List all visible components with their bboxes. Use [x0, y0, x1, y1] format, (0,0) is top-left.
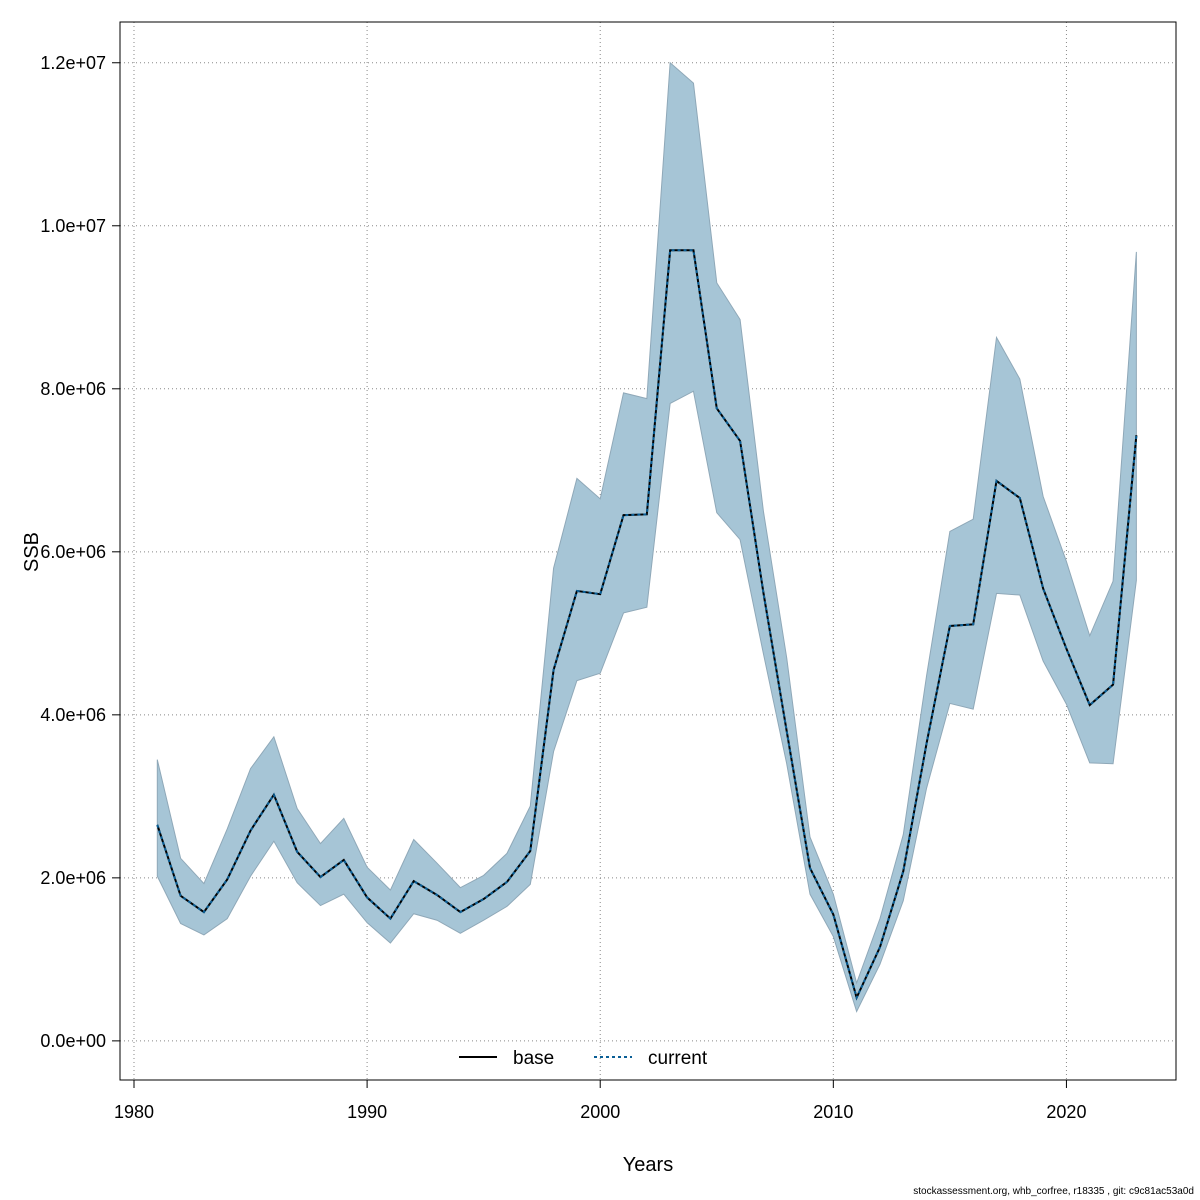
series-line-current: [156, 249, 1138, 1001]
y-tick-label: 0.0e+00: [40, 1031, 106, 1051]
x-tick-label: 1980: [114, 1102, 154, 1122]
y-axis-title: SSB: [21, 532, 43, 572]
confidence-band: [156, 61, 1137, 1013]
y-tick-label: 6.0e+06: [40, 542, 106, 562]
x-tick-label: 2020: [1046, 1102, 1086, 1122]
y-tick-label: 2.0e+06: [40, 868, 106, 888]
axes: 1980 1990 2000 2010 2020 0.0e+00 2.0e+06 4.0e+0…: [40, 53, 1086, 1122]
series-lines: [156, 249, 1138, 1001]
legend-label-base: base: [513, 1048, 554, 1069]
footer-note: stockassessment.org, whb_corfree, r18335…: [913, 1186, 1194, 1197]
y-tick-label: 8.0e+06: [40, 379, 106, 399]
y-tick-label: 1.0e+07: [40, 216, 106, 236]
y-tick-label: 4.0e+06: [40, 705, 106, 725]
x-tick-label: 1990: [347, 1102, 387, 1122]
x-axis-title: Years: [623, 1154, 673, 1176]
x-tick-label: 2010: [813, 1102, 853, 1122]
confidence-band-area: [156, 61, 1137, 1013]
y-tick-label: 1.2e+07: [40, 53, 106, 73]
x-tick-label: 2000: [580, 1102, 620, 1122]
legend: base current: [459, 1048, 708, 1069]
legend-label-current: current: [648, 1048, 708, 1069]
